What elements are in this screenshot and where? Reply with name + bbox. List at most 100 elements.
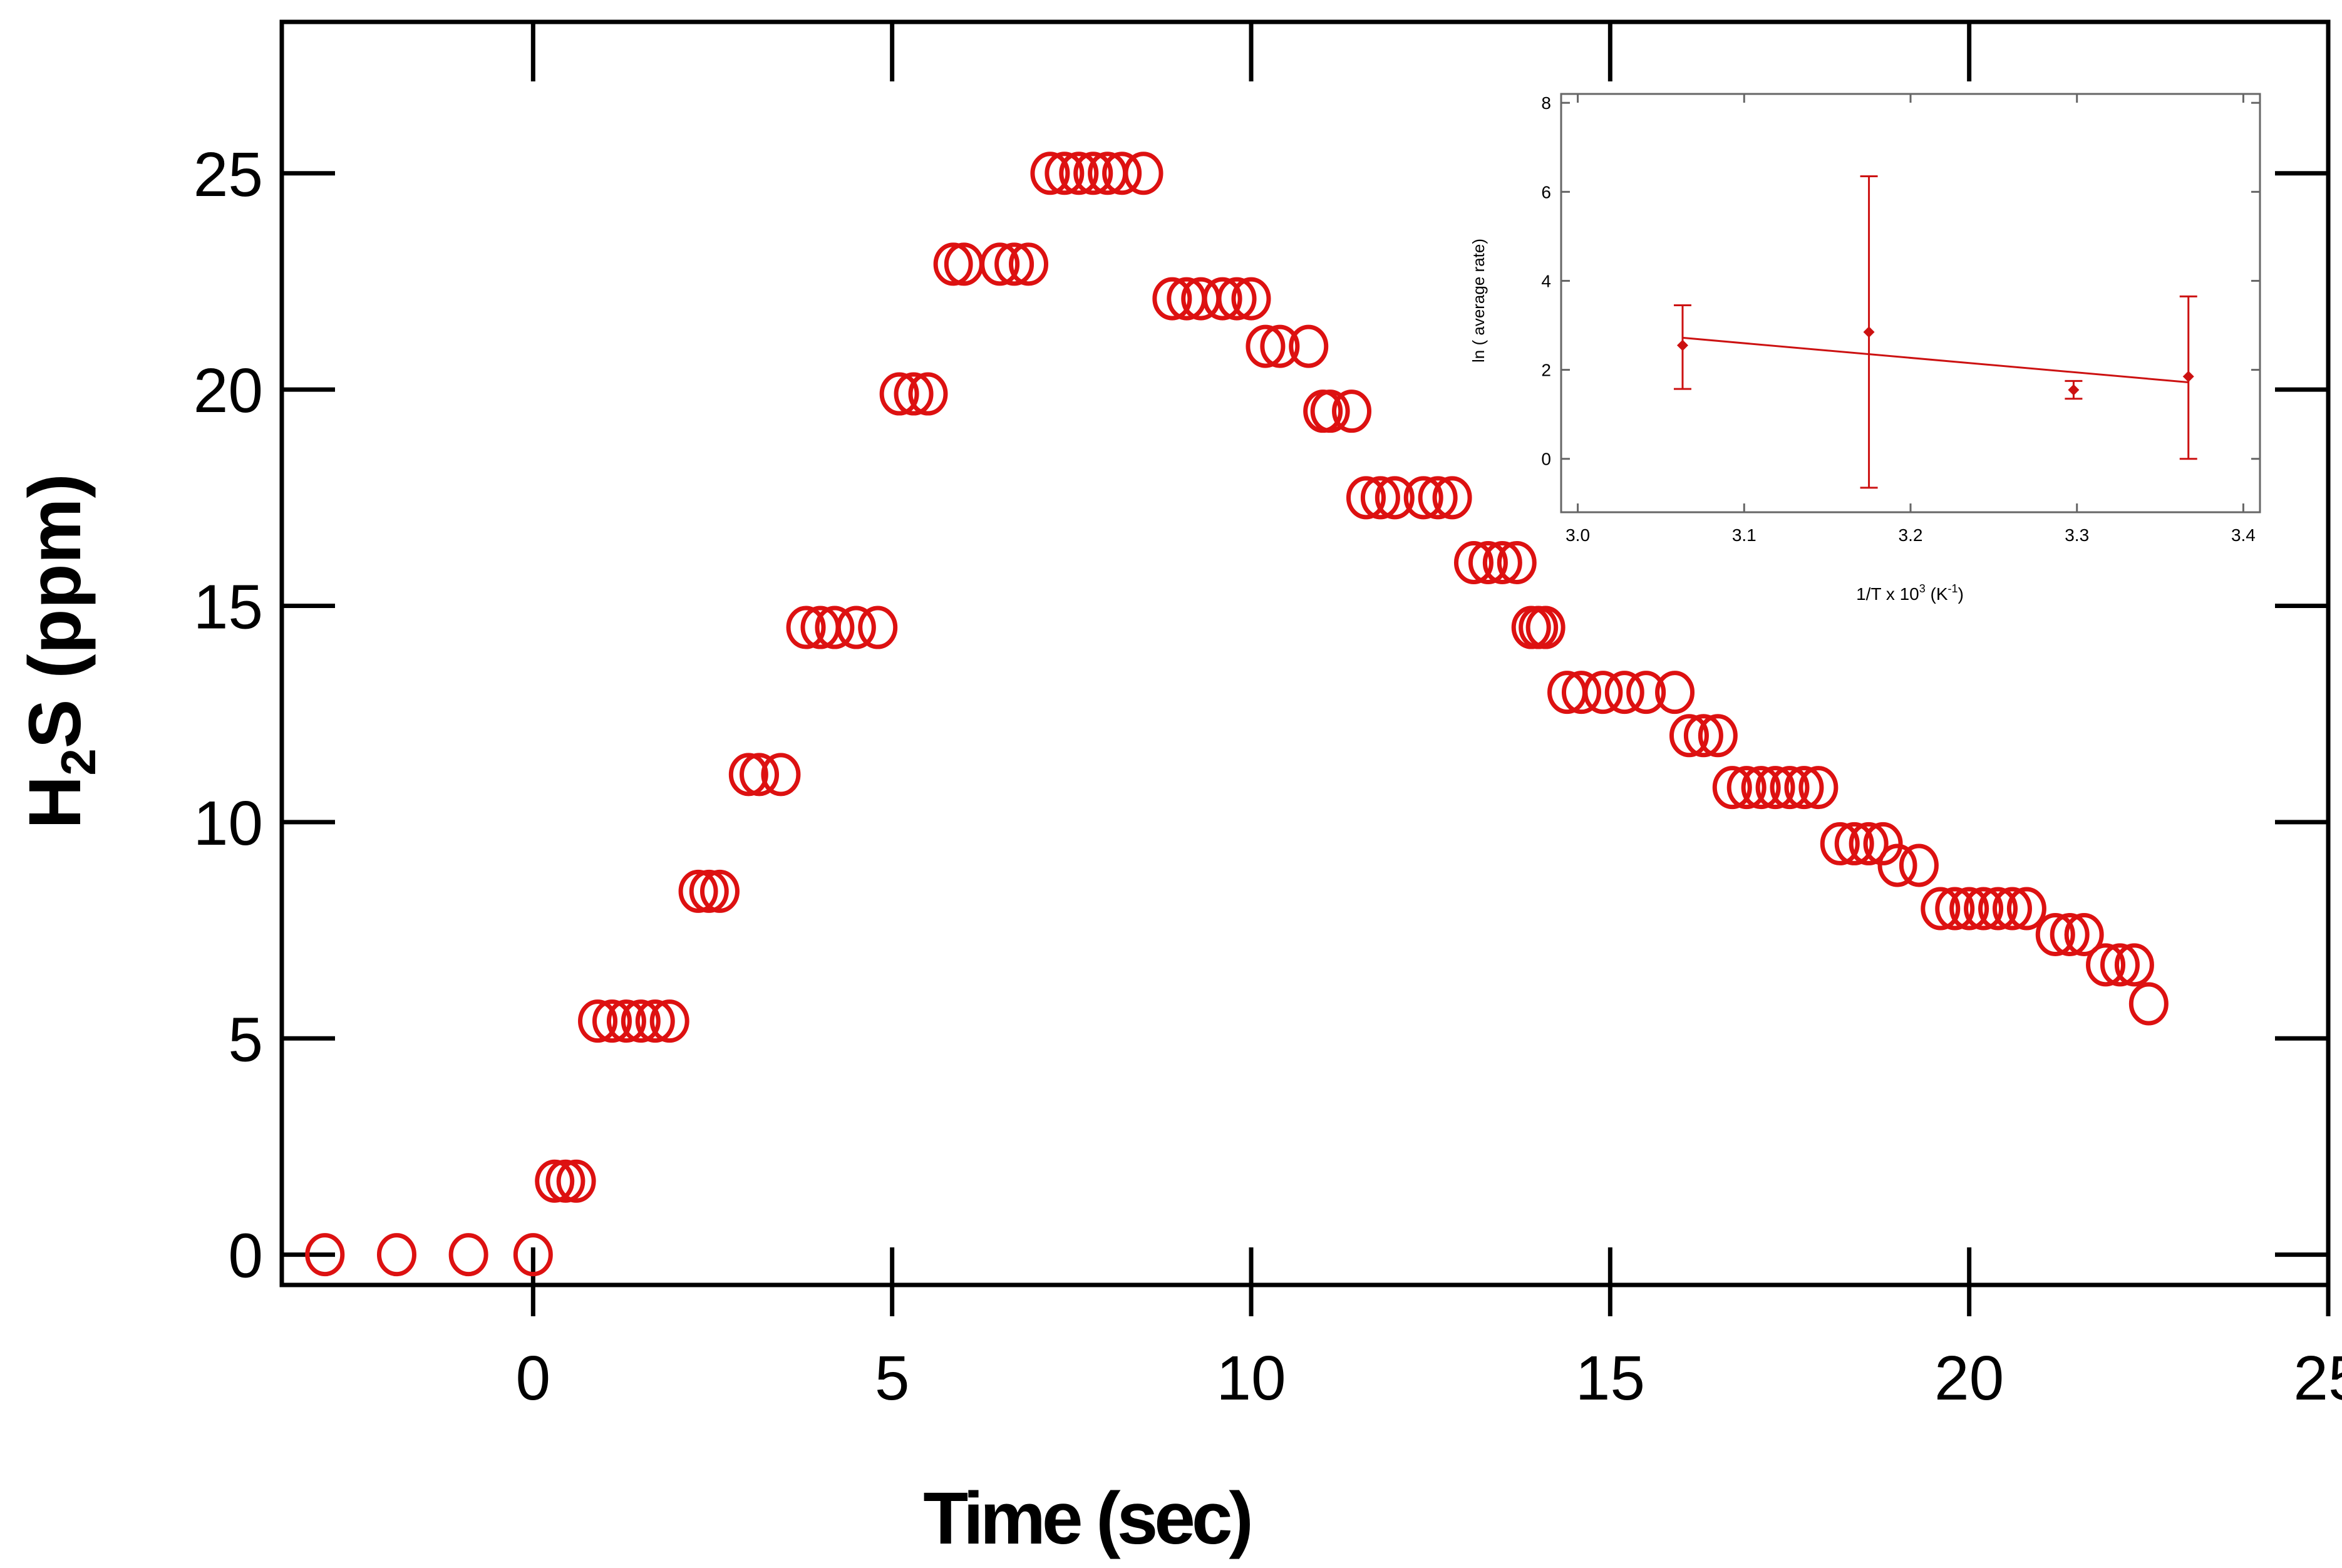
main-y-tick-label: 10	[193, 788, 263, 859]
main-data-point	[879, 372, 919, 416]
main-data-point	[1863, 822, 1903, 865]
main-data-point	[1626, 671, 1666, 714]
main-data-point	[980, 242, 1020, 286]
main-data-points	[305, 152, 2169, 1277]
main-data-point	[1403, 476, 1443, 520]
main-data-point	[513, 1233, 553, 1277]
inset-x-axis-title: 1/T x 103 (K-1)	[1856, 582, 1964, 604]
main-x-tick-label: 25	[2293, 1343, 2342, 1413]
inset-x-tick-label: 3.1	[1732, 525, 1756, 545]
main-data-point	[2050, 912, 2090, 956]
main-data-point	[1525, 606, 1566, 649]
main-data-point	[1346, 476, 1386, 520]
inset-data-point	[2068, 384, 2080, 396]
main-data-point	[1432, 476, 1472, 520]
inset-x-tick-label: 3.0	[1566, 525, 1590, 545]
main-y-tick-label: 25	[193, 140, 263, 210]
main-data-point	[728, 753, 768, 797]
main-data-point	[678, 869, 718, 913]
main-data-point	[1332, 389, 1372, 433]
inset-data-point	[1676, 339, 1688, 351]
main-data-point	[1482, 540, 1522, 584]
main-data-point	[1123, 152, 1163, 195]
main-data-point	[1202, 277, 1242, 321]
main-data-point	[1583, 671, 1623, 714]
main-data-point	[535, 1159, 575, 1203]
main-data-point	[908, 372, 948, 416]
main-data-point	[1468, 540, 1508, 584]
main-data-point	[635, 999, 675, 1043]
main-data-point	[1834, 822, 1874, 865]
main-data-point	[1669, 714, 1709, 758]
inset-regression-line	[1682, 336, 2189, 383]
main-data-point	[1899, 843, 1939, 887]
main-data-point	[1453, 540, 1493, 584]
inset-y-tick-label: 2	[1541, 361, 1551, 380]
inset-y-tick-label: 4	[1541, 271, 1551, 291]
main-data-point	[545, 1159, 586, 1203]
main-data-point	[621, 999, 661, 1043]
inset-data-point	[2182, 371, 2194, 383]
main-data-point	[815, 606, 855, 649]
main-data-point	[933, 242, 973, 286]
main-data-point	[1045, 152, 1085, 195]
main-data-point	[1102, 152, 1142, 195]
main-data-point	[1726, 766, 1767, 810]
main-data-point	[1683, 714, 1723, 758]
main-data-point	[448, 1233, 488, 1277]
main-data-point	[740, 753, 780, 797]
main-x-tick-label: 15	[1576, 1343, 1645, 1413]
main-data-point	[1497, 540, 1537, 584]
main-data-point	[1964, 887, 2004, 931]
main-data-point	[1921, 887, 1961, 931]
main-data-point	[1246, 324, 1286, 368]
main-data-point	[1418, 476, 1458, 520]
main-data-point	[1231, 277, 1271, 321]
main-x-tick-label: 0	[516, 1343, 551, 1413]
inset-y-axis-title: ln ( average rate)	[1469, 239, 1488, 363]
main-data-point	[1820, 822, 1860, 865]
main-data-point	[1698, 714, 1738, 758]
main-data-point	[2114, 943, 2154, 987]
main-y-tick-label: 5	[228, 1004, 263, 1075]
main-data-point	[1784, 766, 1824, 810]
main-y-tick-labels: 0 5 10 15 20 25	[193, 140, 263, 1291]
main-x-tick-labels: 0 5 10 15 20 25	[516, 1343, 2342, 1413]
main-data-point	[1978, 887, 2018, 931]
main-y-tick-label: 20	[193, 356, 263, 426]
main-data-point	[1360, 476, 1400, 520]
main-data-point	[1030, 152, 1070, 195]
inset-axis-ticks	[1561, 94, 2260, 512]
main-data-point	[2035, 912, 2075, 956]
main-data-point	[1755, 766, 1795, 810]
main-data-point	[376, 1233, 416, 1277]
main-data-point	[894, 372, 934, 416]
inset-y-tick-label: 6	[1541, 182, 1551, 202]
inset-x-tick-label: 3.2	[1899, 525, 1923, 545]
main-data-point	[1073, 152, 1113, 195]
main-data-point	[556, 1159, 596, 1203]
main-data-point	[786, 606, 826, 649]
main-y-axis-title: H2S (ppm)	[14, 473, 106, 829]
main-data-point	[578, 999, 618, 1043]
inset-y-tick-label: 8	[1541, 93, 1551, 113]
main-data-point	[2064, 912, 2104, 956]
main-data-point	[2086, 943, 2126, 987]
main-data-point	[1059, 152, 1099, 195]
main-data-point	[606, 999, 646, 1043]
main-data-point	[1935, 887, 1975, 931]
main-plot-frame	[279, 19, 2331, 1287]
inset-y-tick-label: 0	[1541, 450, 1551, 469]
main-data-point	[836, 606, 876, 649]
main-x-tick-label: 20	[1934, 1343, 2004, 1413]
inset-y-tick-labels: 0 2 4 6 8	[1541, 93, 1551, 469]
main-axis-ticks	[282, 22, 2331, 1316]
main-data-point	[592, 999, 632, 1043]
main-y-tick-label: 0	[228, 1221, 263, 1291]
main-data-point	[1604, 671, 1644, 714]
main-data-point	[2128, 982, 2169, 1026]
main-data-point	[1949, 887, 1989, 931]
main-data-point	[699, 869, 740, 913]
main-data-point	[1655, 671, 1695, 714]
